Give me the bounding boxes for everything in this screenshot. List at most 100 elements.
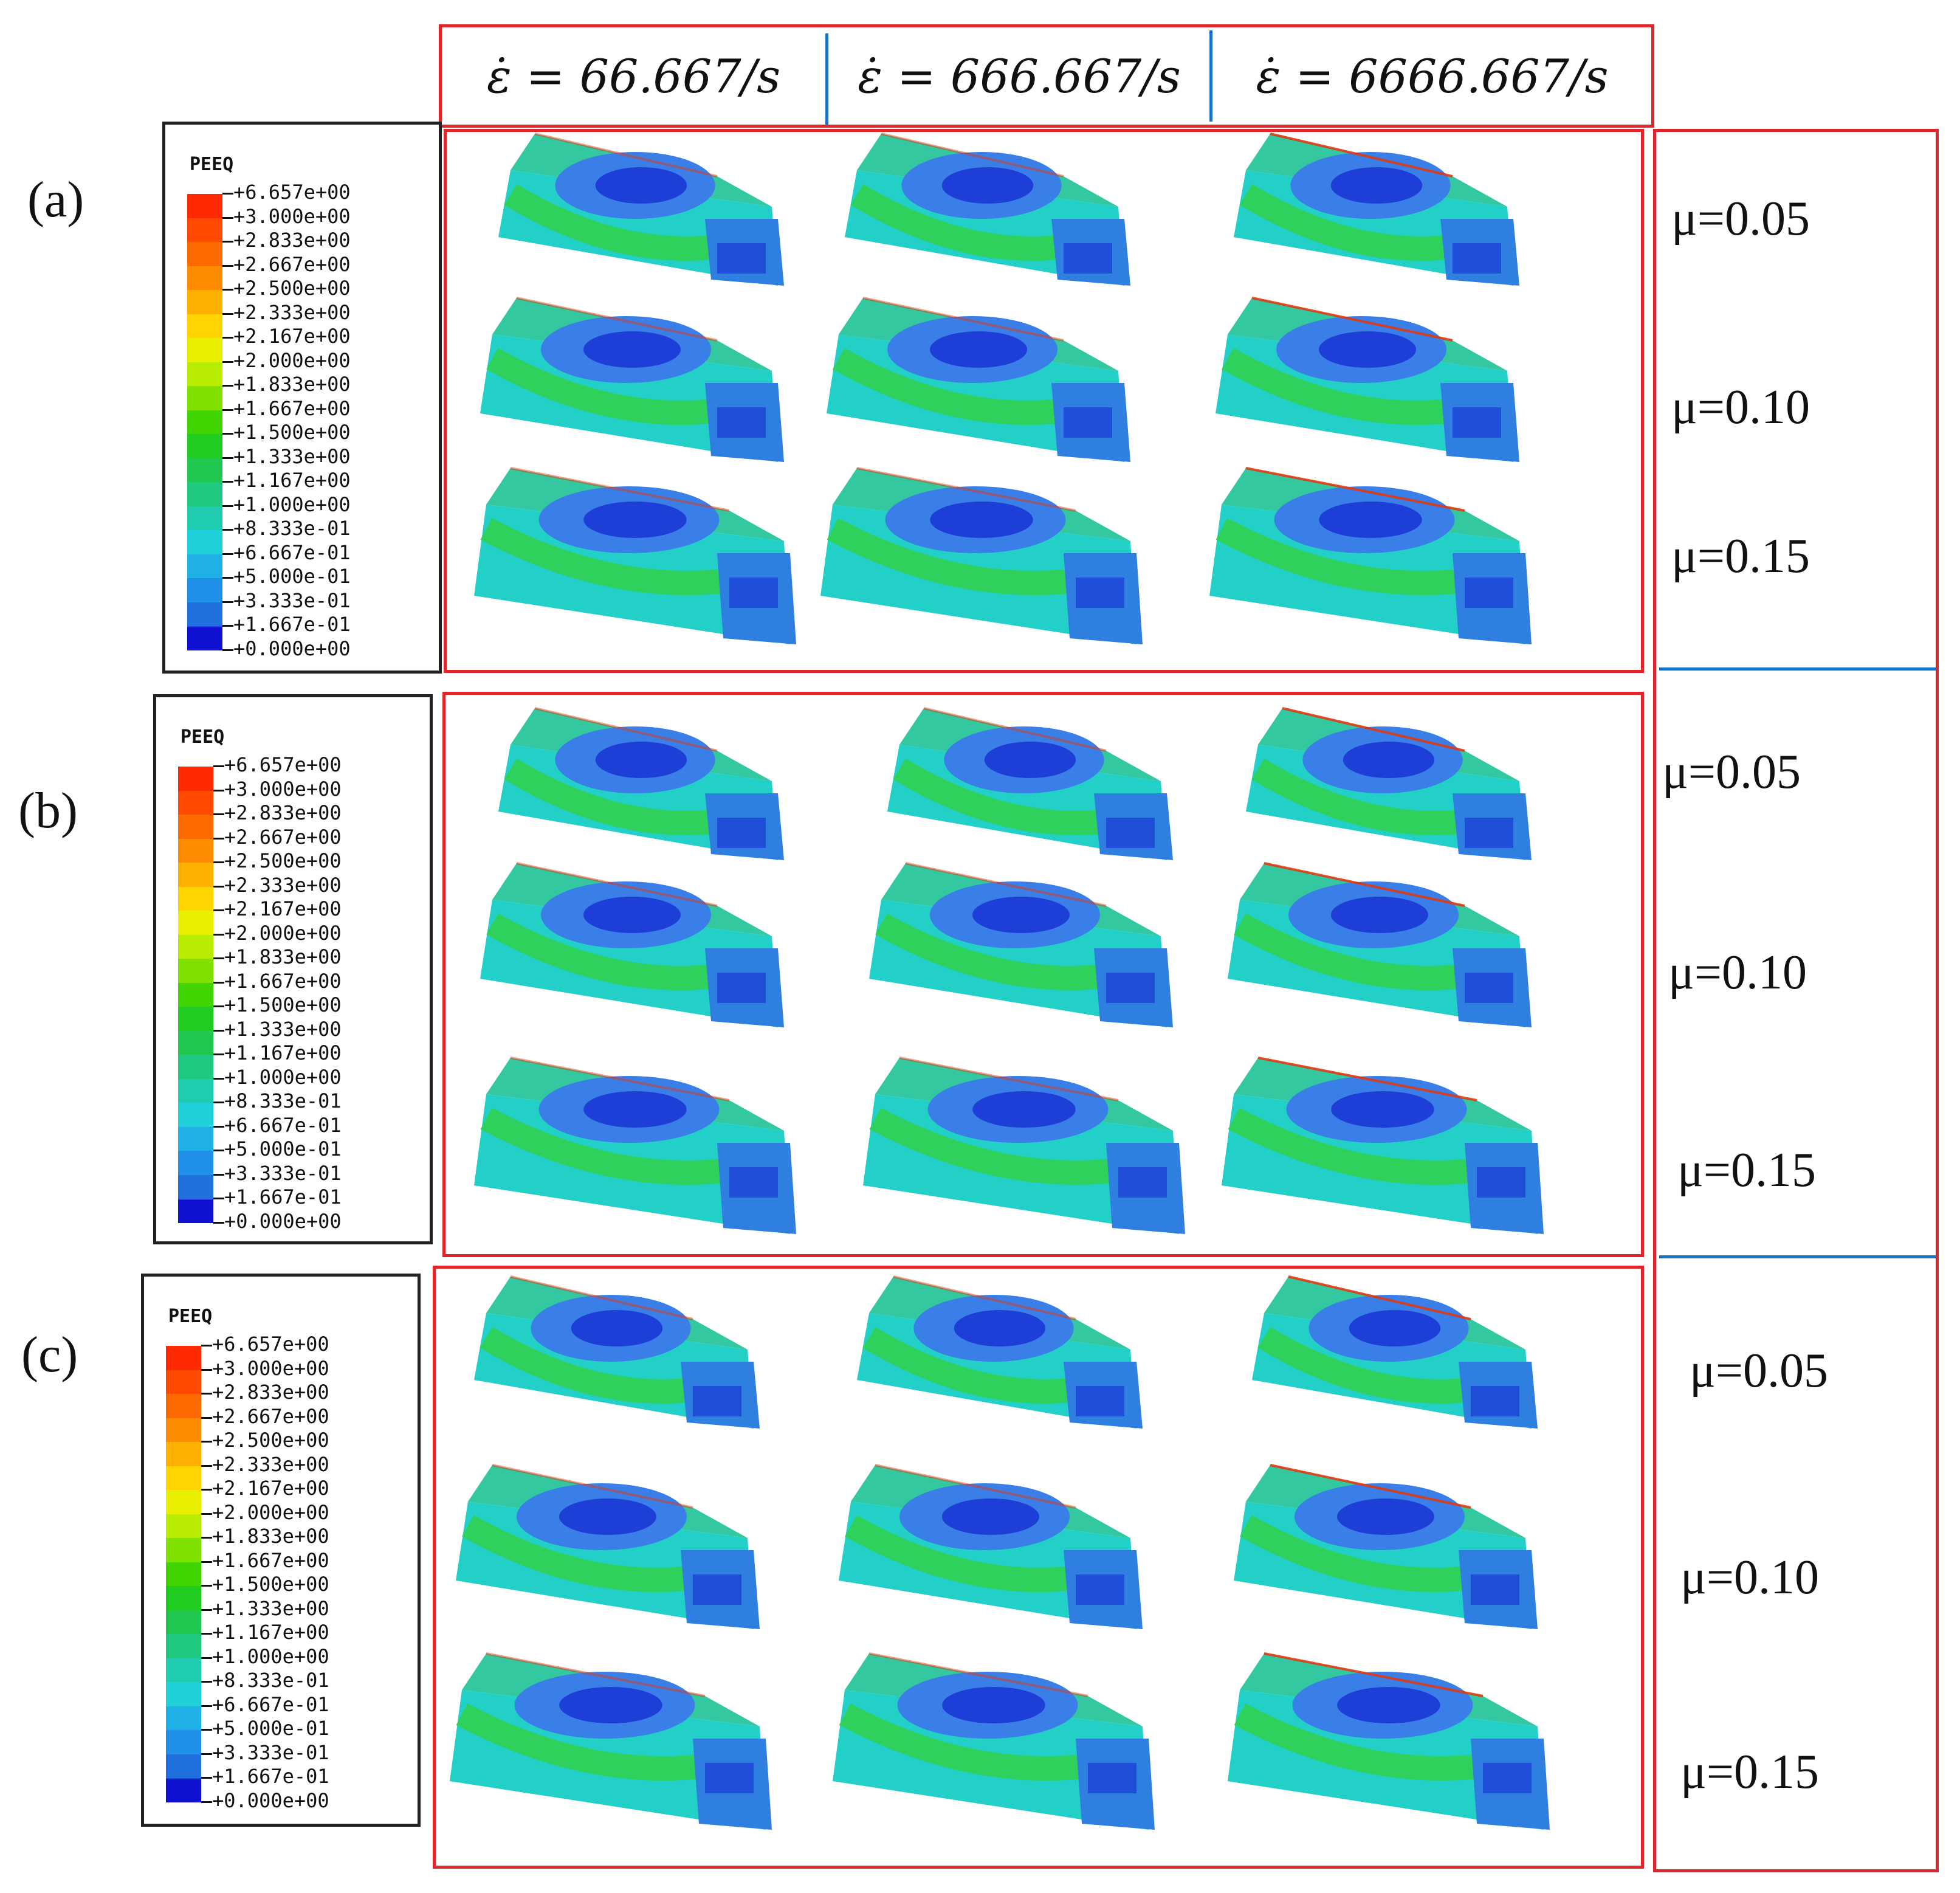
header-divider: [1209, 30, 1212, 122]
legend-tick: [222, 216, 233, 219]
legend-tick: [201, 1489, 212, 1491]
legend-swatch: [166, 1538, 201, 1562]
legend-tick: [213, 813, 224, 815]
legend-value: +1.667e+00: [224, 969, 342, 993]
legend-value: +1.833e+00: [212, 1525, 329, 1548]
legend-swatch: [178, 815, 213, 839]
legend-swatch: [178, 1055, 213, 1079]
legend-value: +6.657e+00: [212, 1333, 329, 1356]
legend-swatch: [178, 863, 213, 887]
legend-tick: [213, 1198, 224, 1199]
legend-tick: [213, 789, 224, 791]
legend-swatch: [178, 959, 213, 983]
legend-value: +6.657e+00: [224, 753, 342, 776]
legend-swatch: [166, 1514, 201, 1538]
legend-value: +2.167e+00: [233, 325, 351, 348]
legend-swatch: [166, 1394, 201, 1418]
legend-value: +8.333e-01: [212, 1669, 329, 1692]
legend-value: +5.000e-01: [233, 565, 351, 588]
legend-tick: [213, 1077, 224, 1080]
deformed-specimen: [1234, 133, 1519, 286]
rate-label-2: ε̇ = 666.667/s: [858, 49, 1181, 103]
legend-tick: [201, 1345, 212, 1346]
legend-swatch: [187, 458, 222, 482]
legend-value: +2.333e+00: [212, 1452, 329, 1476]
legend-tick: [222, 289, 233, 291]
legend-swatch: [178, 1078, 213, 1103]
legend-value: +2.667e+00: [233, 252, 351, 276]
panel-label-c: (c): [21, 1326, 78, 1383]
legend-swatch: [187, 266, 222, 290]
deformed-specimen: [887, 707, 1173, 860]
legend-swatch: [178, 1007, 213, 1031]
legend-tick: [213, 1125, 224, 1128]
legend-value: +6.667e-01: [212, 1692, 329, 1716]
legend-panel-b: PEEQ +6.657e+00 +3.000e+00 +2.833e+00 +2.667…: [153, 694, 433, 1244]
legend-tick: [213, 1005, 224, 1007]
mu-label-b-1: μ=0.05: [1662, 745, 1801, 799]
legend-swatch: [166, 1682, 201, 1706]
legend-swatch: [166, 1586, 201, 1610]
legend-tick: [222, 337, 233, 339]
legend-value: +1.167e+00: [212, 1621, 329, 1644]
legend-swatch: [178, 1126, 213, 1151]
legend-value: +1.167e+00: [233, 469, 351, 492]
legend-swatch: [187, 218, 222, 242]
legend-swatch: [187, 314, 222, 338]
legend-swatch: [187, 410, 222, 434]
legend-tick: [201, 1537, 212, 1539]
deformed-specimen: [863, 1057, 1185, 1234]
legend-value: +2.500e+00: [233, 277, 351, 300]
legend-swatch: [187, 627, 222, 650]
mu-label-c-3: μ=0.15: [1680, 1745, 1820, 1799]
legend-swatch: [187, 578, 222, 602]
deformed-specimen: [1209, 467, 1532, 644]
mu-label-c-1: μ=0.05: [1690, 1344, 1829, 1398]
legend-value: +2.333e+00: [233, 300, 351, 324]
legend-tick: [213, 1150, 224, 1151]
legend-panel-a: PEEQ +6.657e+00 +3.000e+00 +2.833e+00 +2.667…: [162, 122, 442, 674]
legend-tick: [201, 1609, 212, 1611]
legend-tick: [201, 1560, 212, 1563]
legend-value: +1.667e-01: [224, 1185, 342, 1209]
legend-swatch: [178, 1199, 213, 1223]
panel-label-b: (b): [18, 782, 78, 839]
legend-swatch: [178, 982, 213, 1007]
legend-swatch: [178, 886, 213, 911]
legend-value: +1.667e+00: [233, 396, 351, 420]
legend-value: +1.667e+00: [212, 1548, 329, 1572]
legend-tick: [213, 957, 224, 959]
deformed-specimen: [474, 1275, 760, 1429]
legend-swatch: [178, 911, 213, 935]
deformed-specimen: [498, 133, 784, 286]
legend-tick: [222, 481, 233, 483]
deformed-specimen: [1228, 1652, 1550, 1830]
legend-tick: [201, 1657, 212, 1659]
legend-value: +1.667e-01: [212, 1765, 329, 1788]
legend-tick: [222, 241, 233, 243]
deformed-specimen: [1222, 1057, 1544, 1234]
panel-c-frame: [433, 1266, 1644, 1869]
legend-value: +0.000e+00: [212, 1788, 329, 1812]
deformed-specimen: [1216, 297, 1519, 462]
legend-tick: [201, 1681, 212, 1683]
legend-value: +2.333e+00: [224, 873, 342, 897]
legend-tick: [213, 1173, 224, 1176]
legend-value: +5.000e-01: [212, 1717, 329, 1740]
legend-value: +1.333e+00: [212, 1596, 329, 1620]
legend-value: +1.667e-01: [233, 613, 351, 636]
legend-tick: [201, 1729, 212, 1731]
legend-value: +1.167e+00: [224, 1041, 342, 1064]
legend-swatch: [166, 1346, 201, 1370]
legend-tick: [222, 433, 233, 435]
legend-value: +3.333e-01: [224, 1161, 342, 1185]
legend-swatch: [166, 1634, 201, 1658]
legend-value: +5.000e-01: [224, 1137, 342, 1160]
legend-swatch: [187, 554, 222, 578]
legend-tick: [201, 1777, 212, 1779]
legend-swatch: [166, 1610, 201, 1634]
legend-value: +3.000e+00: [233, 204, 351, 228]
legend-tick: [222, 360, 233, 363]
deformed-specimen: [857, 1275, 1143, 1429]
